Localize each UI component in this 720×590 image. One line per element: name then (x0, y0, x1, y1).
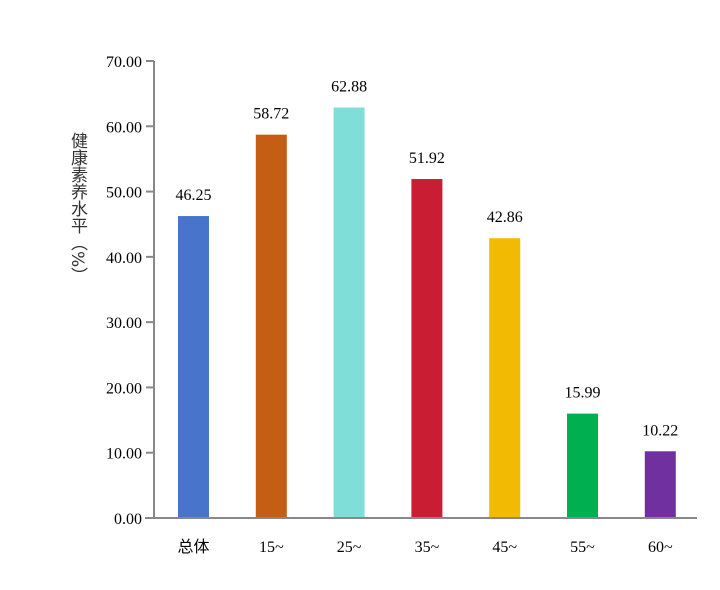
data-label: 15.99 (565, 385, 601, 402)
y-tick-label: 60.00 (106, 119, 142, 136)
y-tick-label: 50.00 (106, 185, 142, 202)
x-tick-label: 45~ (492, 539, 517, 556)
bar (567, 413, 598, 518)
data-label: 51.92 (409, 150, 445, 167)
x-tick-label: 35~ (415, 539, 440, 556)
bar (333, 107, 365, 518)
x-tick-label: 55~ (570, 539, 595, 556)
y-tick-label: 30.00 (106, 315, 142, 332)
bar (644, 451, 676, 518)
bar (255, 134, 287, 519)
y-tick-label: 20.00 (106, 380, 142, 397)
data-label: 42.86 (487, 209, 523, 226)
data-label: 46.25 (176, 187, 212, 204)
data-label: 58.72 (253, 106, 289, 123)
y-axis-label: 健康素养水平（%） (67, 132, 87, 285)
x-tick-label: 15~ (259, 539, 284, 556)
y-tick-label: 0.00 (114, 511, 142, 528)
y-tick-label: 70.00 (106, 54, 142, 71)
x-tick-label: 60~ (648, 539, 673, 556)
y-tick-label: 40.00 (106, 250, 142, 267)
bar (411, 179, 443, 519)
data-label: 62.88 (331, 78, 367, 95)
y-tick-label: 10.00 (106, 446, 142, 463)
bar (489, 238, 521, 518)
x-tick-label: 25~ (337, 539, 362, 556)
data-label: 10.22 (642, 422, 678, 439)
x-tick-label: 总体 (177, 538, 209, 556)
bar (178, 216, 209, 518)
